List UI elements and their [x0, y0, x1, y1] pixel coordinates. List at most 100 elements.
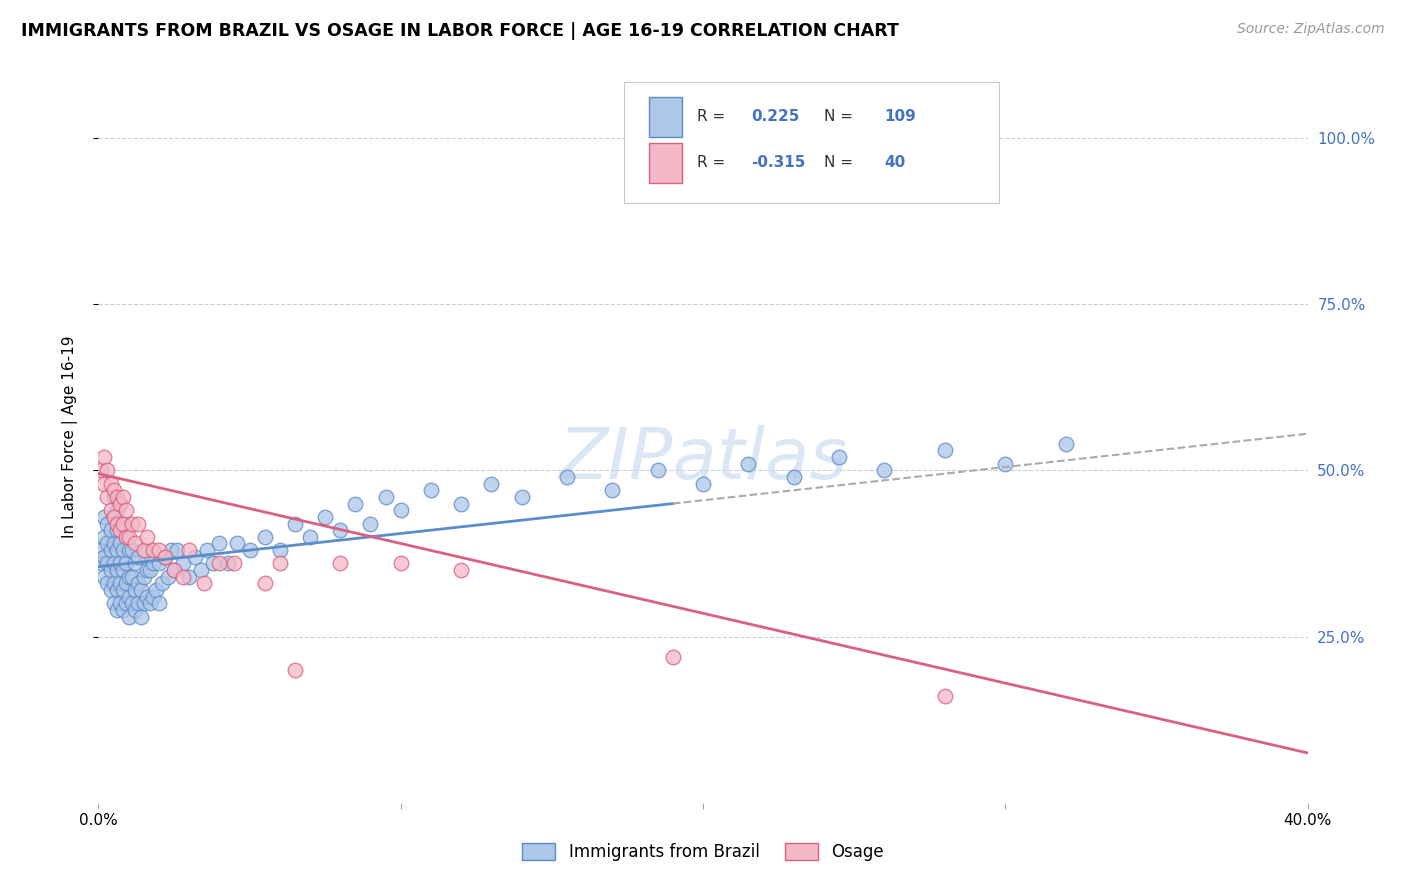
- Point: [284, 663, 307, 677]
- Point: [329, 523, 352, 537]
- Point: [103, 509, 125, 524]
- Point: [93, 476, 115, 491]
- Point: [226, 536, 249, 550]
- Point: [93, 450, 115, 464]
- Point: [374, 490, 396, 504]
- Point: [118, 570, 141, 584]
- Point: [555, 470, 578, 484]
- Point: [96, 576, 118, 591]
- Text: N =: N =: [824, 109, 858, 124]
- Point: [108, 536, 131, 550]
- Point: [103, 509, 125, 524]
- Point: [114, 557, 136, 571]
- Point: [108, 497, 131, 511]
- Point: [132, 596, 155, 610]
- Point: [135, 530, 157, 544]
- Point: [132, 570, 155, 584]
- Point: [111, 490, 134, 504]
- Point: [93, 570, 115, 584]
- Point: [692, 476, 714, 491]
- Text: ZIPatlas: ZIPatlas: [558, 425, 848, 493]
- Point: [108, 596, 131, 610]
- Point: [129, 582, 152, 597]
- Point: [108, 576, 131, 591]
- Point: [139, 563, 162, 577]
- Point: [118, 609, 141, 624]
- Point: [224, 557, 246, 571]
- Text: 109: 109: [884, 109, 917, 124]
- Point: [389, 503, 412, 517]
- Point: [114, 596, 136, 610]
- Point: [148, 557, 170, 571]
- Point: [111, 516, 134, 531]
- Point: [208, 557, 231, 571]
- Point: [269, 557, 291, 571]
- Point: [217, 557, 239, 571]
- Text: R =: R =: [697, 109, 730, 124]
- Point: [184, 549, 207, 564]
- Point: [195, 543, 218, 558]
- Text: N =: N =: [824, 155, 858, 170]
- Text: IMMIGRANTS FROM BRAZIL VS OSAGE IN LABOR FORCE | AGE 16-19 CORRELATION CHART: IMMIGRANTS FROM BRAZIL VS OSAGE IN LABOR…: [21, 22, 898, 40]
- Point: [344, 497, 367, 511]
- Point: [172, 570, 194, 584]
- Point: [783, 470, 806, 484]
- Text: 40: 40: [884, 155, 905, 170]
- Point: [329, 557, 352, 571]
- Point: [118, 530, 141, 544]
- Point: [1054, 436, 1077, 450]
- Point: [163, 563, 186, 577]
- Point: [647, 463, 669, 477]
- Point: [284, 516, 307, 531]
- Point: [111, 516, 134, 531]
- Point: [153, 549, 176, 564]
- Point: [100, 563, 122, 577]
- Point: [150, 576, 173, 591]
- Point: [111, 543, 134, 558]
- Point: [160, 543, 183, 558]
- FancyBboxPatch shape: [624, 82, 1000, 203]
- Point: [127, 549, 149, 564]
- Point: [105, 523, 128, 537]
- Point: [873, 463, 896, 477]
- Point: [103, 483, 125, 498]
- Point: [934, 443, 956, 458]
- Point: [105, 543, 128, 558]
- Point: [420, 483, 443, 498]
- Point: [179, 543, 201, 558]
- Legend: Immigrants from Brazil, Osage: Immigrants from Brazil, Osage: [516, 836, 890, 868]
- Point: [450, 497, 472, 511]
- Point: [142, 543, 165, 558]
- Point: [121, 596, 143, 610]
- Point: [121, 570, 143, 584]
- Point: [389, 557, 412, 571]
- Point: [100, 582, 122, 597]
- Point: [156, 570, 179, 584]
- Point: [96, 490, 118, 504]
- Point: [360, 516, 382, 531]
- Point: [129, 609, 152, 624]
- Point: [190, 563, 212, 577]
- Point: [142, 590, 165, 604]
- Point: [96, 557, 118, 571]
- Point: [118, 590, 141, 604]
- Point: [299, 530, 322, 544]
- Text: 0.225: 0.225: [751, 109, 800, 124]
- Point: [105, 582, 128, 597]
- Point: [96, 536, 118, 550]
- Text: R =: R =: [697, 155, 730, 170]
- Point: [172, 557, 194, 571]
- Point: [108, 516, 131, 531]
- Point: [127, 576, 149, 591]
- Point: [139, 596, 162, 610]
- Point: [114, 503, 136, 517]
- Point: [127, 596, 149, 610]
- Point: [132, 543, 155, 558]
- Point: [100, 523, 122, 537]
- Point: [114, 530, 136, 544]
- Point: [90, 463, 112, 477]
- Point: [96, 516, 118, 531]
- Point: [135, 590, 157, 604]
- Y-axis label: In Labor Force | Age 16-19: In Labor Force | Age 16-19: [62, 335, 77, 539]
- Point: [103, 557, 125, 571]
